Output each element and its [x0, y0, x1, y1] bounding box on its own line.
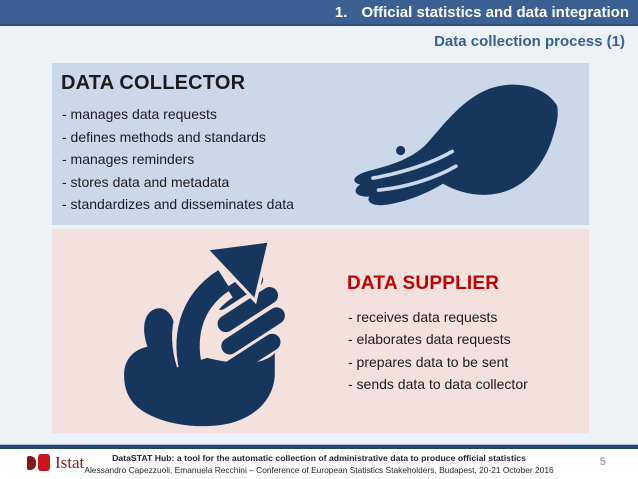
header-title: Official statistics and data integration [361, 4, 629, 21]
footer-divider [0, 444, 638, 449]
collector-item: - manages data requests [62, 106, 217, 122]
header-number: 1. [334, 4, 348, 21]
istat-logo-mark-icon [38, 454, 50, 471]
supplier-title: DATA SUPPLIER [347, 273, 500, 294]
page-number: 5 [599, 456, 606, 468]
footer-credits: DataSTAT Hub: a tool for the automatic c… [70, 453, 568, 475]
collector-item: - manages reminders [62, 151, 195, 168]
header-bar: 1. Official statistics and data integrati… [0, 0, 638, 26]
istat-logo-text: Istat [55, 453, 85, 472]
supplier-item: - elaborates data requests [348, 331, 511, 348]
collector-panel: DATA COLLECTOR - manages data requests -… [52, 63, 589, 225]
page-subtitle: Data collection process (1) [434, 33, 625, 50]
footer: Istat DataSTAT Hub: a tool for the autom… [0, 449, 638, 479]
footer-credit-line1: DataSTAT Hub: a tool for the automatic c… [112, 453, 526, 463]
supplier-item: - receives data requests [348, 309, 498, 325]
hand-with-arrow-icon [124, 238, 285, 427]
collector-title: DATA COLLECTOR [61, 72, 246, 94]
istat-logo-mark-icon [27, 456, 36, 470]
collector-item: - standardizes and disseminates data [62, 196, 294, 213]
footer-credit-line2: Alessandro Capezzuoli, Emanuela Recchini… [84, 465, 554, 475]
supplier-item: - prepares data to be sent [348, 353, 509, 370]
collector-item: - stores data and metadata [62, 173, 230, 190]
supplier-item-list: - receives data requests - elaborates da… [348, 306, 528, 396]
istat-logo: Istat [27, 454, 84, 472]
collector-item: - defines methods and standards [62, 128, 266, 145]
supplier-panel: DATA SUPPLIER - receives data requests -… [52, 229, 589, 433]
collector-item-list: - manages data requests - defines method… [62, 103, 294, 216]
open-hand-icon [354, 84, 558, 206]
supplier-item: - sends data to data collector [348, 376, 528, 393]
